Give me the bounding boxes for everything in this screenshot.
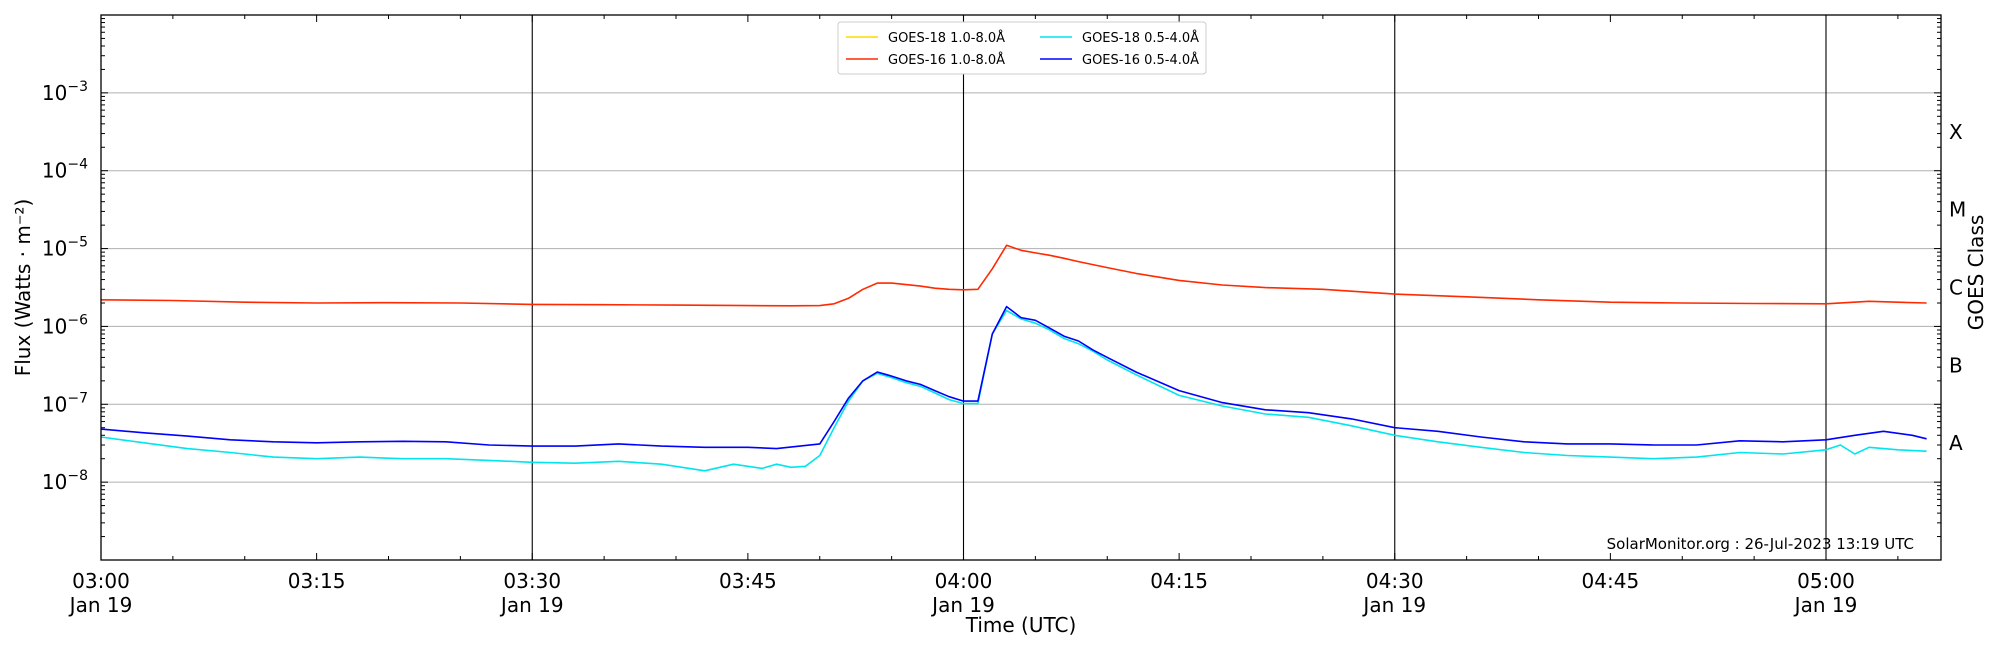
legend-label: GOES-16 0.5-4.0Å [1082,52,1199,68]
series-line [100,309,1927,472]
legend-box [837,21,1207,75]
x-tick-label: 05:00 [1797,569,1855,593]
y-tick-label: 10−5 [42,235,88,261]
x-tick-label: 03:15 [288,569,346,593]
series-lines [100,244,1927,472]
y-tick-label: 10−3 [42,79,88,105]
x-tick-label: 04:15 [1150,569,1208,593]
y-tick-label: 10−4 [42,157,88,183]
x-tick-label: 04:00 [935,569,993,593]
goes-class-label: A [1949,431,1963,455]
hour-marker-lines [531,15,1827,560]
goes-class-label: X [1949,120,1963,144]
y-axis-title: Flux (Watts · m⁻²) [11,199,35,377]
legend-label: GOES-16 1.0-8.0Å [888,52,1005,68]
x-tick-label: 03:00 [72,569,130,593]
legend-label: GOES-18 0.5-4.0Å [1082,30,1199,46]
x-tick-date-label: Jan 19 [1361,593,1426,617]
x-axis-title: Time (UTC) [965,613,1077,637]
plot-frame [100,14,1942,561]
x-tick-label: 04:45 [1582,569,1640,593]
goes-class-labels: A B C M X [1949,120,1966,455]
goes-class-label: M [1949,198,1966,222]
x-tick-date-label: Jan 19 [930,593,995,617]
watermark-credit: SolarMonitor.org : 26-Jul-2023 13:19 UTC [1607,535,1914,553]
series-line [100,244,1927,307]
goes-class-label: C [1949,276,1963,300]
x-tick-label: 03:45 [719,569,777,593]
x-tick-label: 04:30 [1366,569,1424,593]
y-axis-ticks: 10−8 10−7 10−6 10−5 10−4 10−3 [42,18,1941,561]
x-tick-date-label: Jan 19 [68,593,133,617]
x-tick-date-label: Jan 19 [1793,593,1858,617]
x-tick-date-label: Jan 19 [499,593,564,617]
y-tick-label: 10−6 [42,312,88,338]
legend: GOES-18 1.0-8.0Å GOES-16 1.0-8.0Å GOES-18 … [837,21,1207,75]
series-line [100,305,1927,450]
legend-label: GOES-18 1.0-8.0Å [888,30,1005,46]
y-tick-label: 10−8 [42,468,88,494]
y-tick-label: 10−7 [42,390,88,416]
x-tick-label: 03:30 [503,569,561,593]
goes-class-label: B [1949,353,1963,377]
right-axis-title: GOES Class [1964,215,1988,331]
